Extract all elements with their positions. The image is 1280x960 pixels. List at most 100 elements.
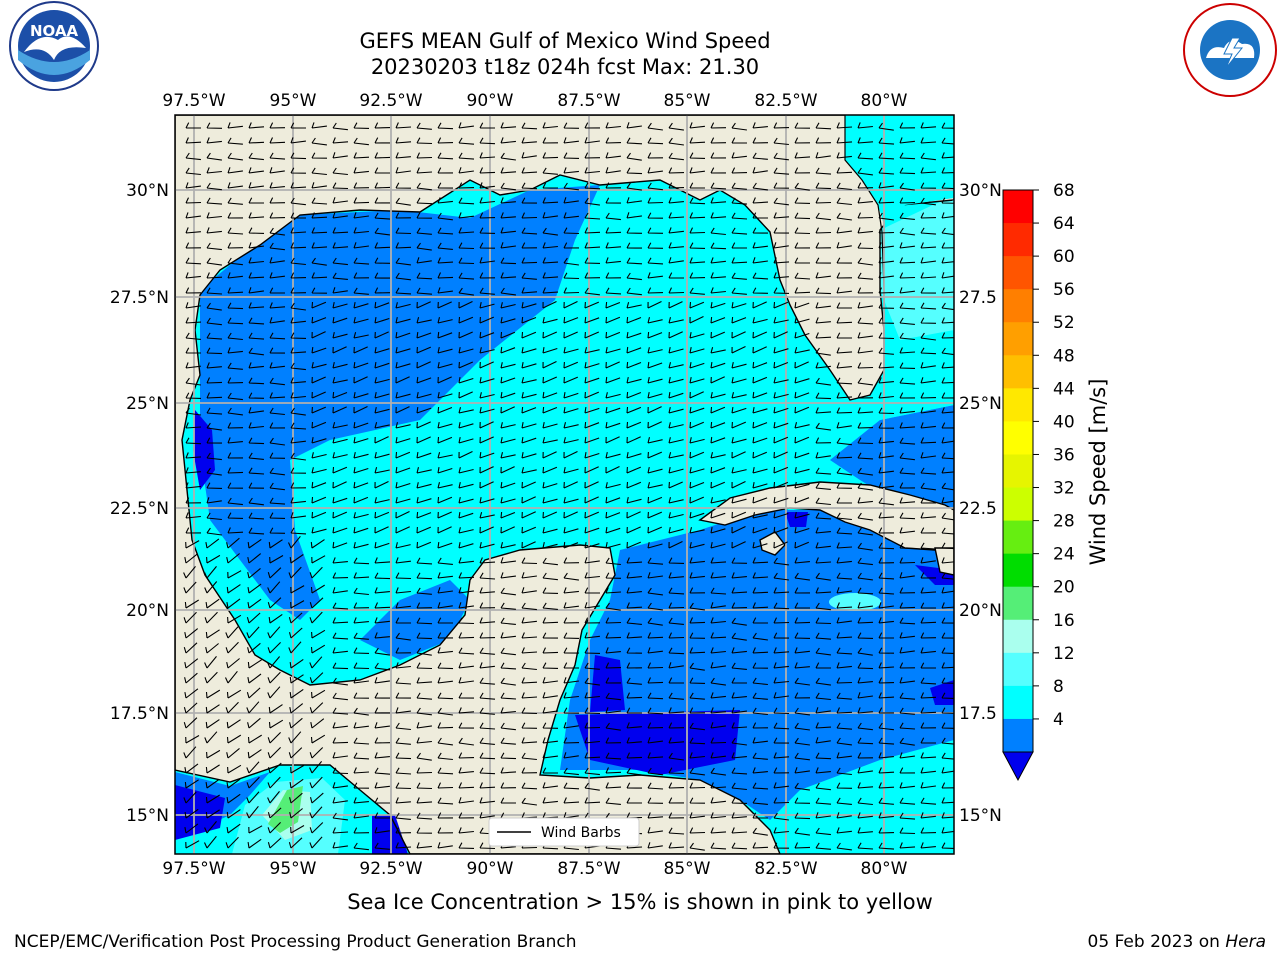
wind-barb <box>815 542 831 549</box>
wind-barb <box>731 376 747 384</box>
wind-barb <box>647 152 664 159</box>
colorbar-segment <box>1003 223 1033 257</box>
wind-barb <box>878 662 895 669</box>
wind-barb <box>248 825 263 834</box>
wind-barb <box>309 597 324 609</box>
wind-barb <box>584 272 601 279</box>
wind-barb <box>353 212 369 219</box>
wind-barb <box>205 689 221 699</box>
wind-barb <box>521 421 537 429</box>
wind-barb <box>731 421 747 429</box>
wind-barb <box>290 227 307 234</box>
wind-barb <box>668 362 684 369</box>
wind-barb <box>647 122 663 131</box>
wind-barb <box>395 391 411 399</box>
wind-barb <box>941 587 954 594</box>
wind-barb <box>878 512 895 519</box>
wind-barb <box>395 827 412 834</box>
wind-barb <box>794 406 810 414</box>
wind-barb <box>752 617 768 624</box>
wind-barb <box>289 688 304 699</box>
wind-barb <box>395 677 412 685</box>
colorbar-frame <box>1002 189 1034 753</box>
wind-barb <box>206 167 222 174</box>
wind-barb <box>605 587 622 594</box>
wind-barb <box>289 674 304 684</box>
wind-barb <box>416 452 432 459</box>
wind-barb <box>310 718 325 729</box>
wind-barb <box>437 436 453 444</box>
wind-barb <box>668 272 684 279</box>
wind-barb <box>521 212 538 219</box>
wind-barb <box>332 497 348 504</box>
wind-barb <box>185 452 202 459</box>
wind-barb <box>437 707 453 716</box>
wind-barb <box>794 422 810 429</box>
wind-barb <box>752 737 768 744</box>
wind-barb <box>710 347 726 354</box>
wind-barb <box>416 182 432 191</box>
wind-barb <box>248 332 265 340</box>
wind-barb <box>311 242 328 249</box>
wind-barb <box>941 767 954 774</box>
wind-barb <box>500 797 516 804</box>
wind-barb <box>857 557 873 566</box>
wind-barb <box>857 287 874 294</box>
svg-text:NOAA: NOAA <box>30 22 79 40</box>
wind-barb <box>267 671 281 684</box>
wind-barb <box>626 677 642 685</box>
wind-barb <box>395 316 411 324</box>
wind-barb <box>794 257 810 264</box>
wind-barb <box>689 842 705 851</box>
chart-subtitle: 20230203 t18z 024h fcst Max: 21.30 <box>370 55 760 79</box>
lat-label: 20°N <box>959 601 1002 621</box>
wind-barb <box>479 662 495 669</box>
wind-barb <box>584 331 600 339</box>
wind-barb <box>521 587 537 594</box>
wind-barb <box>332 541 348 549</box>
wind-barb <box>794 572 810 581</box>
wind-barb <box>647 722 664 729</box>
wind-barb <box>225 701 239 714</box>
wind-barb <box>605 617 622 624</box>
wind-barb <box>206 302 222 311</box>
wind-barb <box>836 437 852 446</box>
wind-barb <box>668 782 685 789</box>
wind-barb <box>206 272 223 279</box>
wind-barb <box>458 662 474 669</box>
wind-barb <box>941 182 954 190</box>
wind-barb <box>920 512 936 519</box>
wind-barb <box>248 152 264 161</box>
wind-barb <box>689 362 705 369</box>
lon-label: 90°W <box>467 859 514 879</box>
wind-barb <box>395 376 410 384</box>
wind-barb <box>689 316 704 324</box>
wind-barb <box>185 527 202 534</box>
wind-barb <box>941 197 954 204</box>
wind-barb <box>458 557 474 564</box>
wind-barb <box>857 497 873 504</box>
wind-barb <box>542 182 558 189</box>
wind-barb <box>668 737 685 744</box>
wind-barb <box>710 647 726 654</box>
wind-barb <box>290 600 305 609</box>
wind-barb <box>226 553 240 564</box>
sea-ice-note: Sea Ice Concentration > 15% is shown in … <box>347 890 933 914</box>
wind-barb <box>185 122 201 129</box>
wind-barb <box>710 242 727 250</box>
wind-barb <box>836 557 852 564</box>
wind-barb <box>268 704 283 714</box>
wind-barb <box>289 808 303 819</box>
colorbar-segment <box>1003 256 1033 290</box>
wind-barb <box>437 722 454 729</box>
wind-barb <box>878 692 895 699</box>
wind-barb <box>647 677 664 684</box>
wind-barb <box>205 794 220 804</box>
lon-label: 92.5°W <box>359 859 422 879</box>
wind-barb <box>773 737 790 744</box>
wind-barb <box>332 257 348 266</box>
wind-barb <box>941 512 954 521</box>
wind-barb <box>185 212 201 219</box>
wind-barb <box>584 242 601 249</box>
wind-barb <box>857 617 874 624</box>
